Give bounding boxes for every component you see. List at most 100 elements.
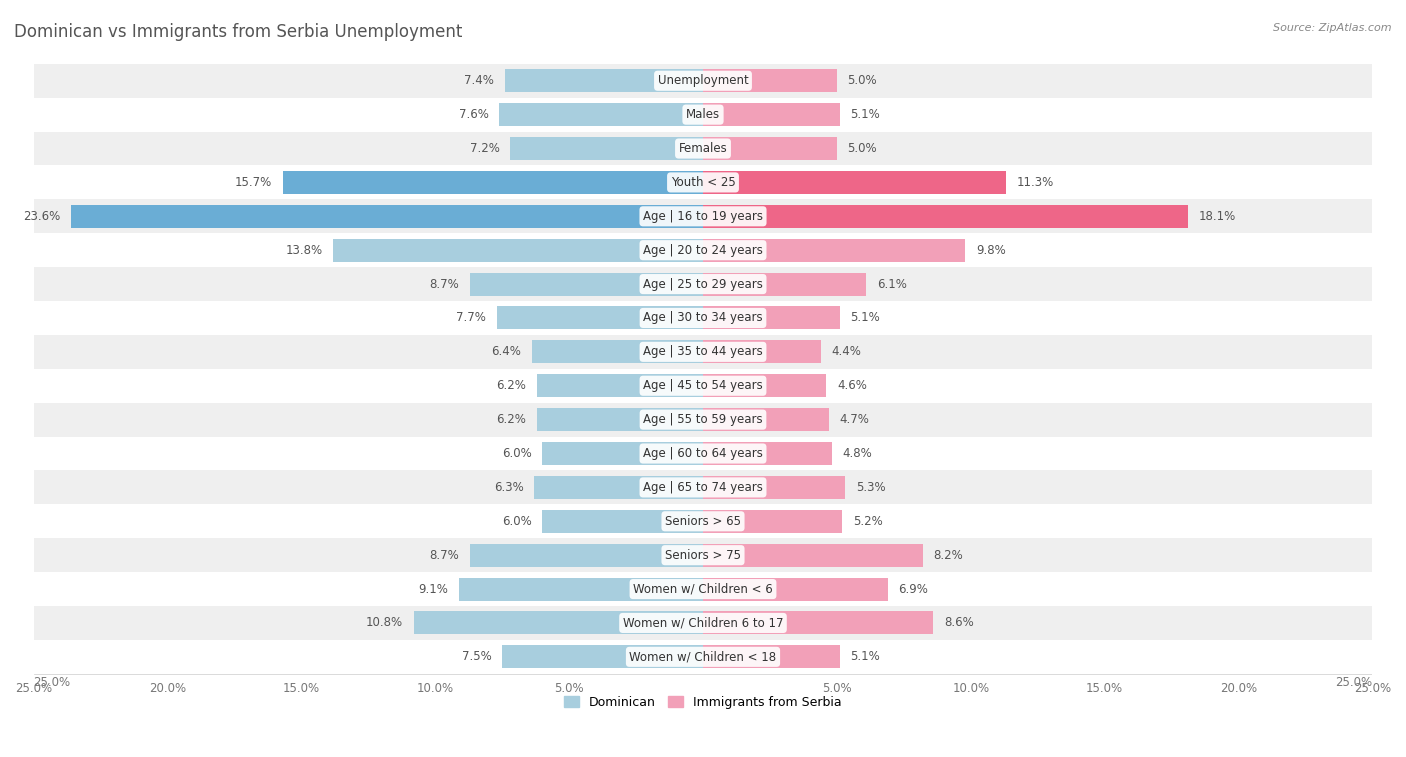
Text: 6.3%: 6.3% [494, 481, 523, 494]
Text: 5.2%: 5.2% [853, 515, 883, 528]
Text: 25.0%: 25.0% [34, 677, 70, 690]
Bar [496, 307, 703, 329]
Bar [703, 544, 922, 567]
Text: Women w/ Children < 6: Women w/ Children < 6 [633, 583, 773, 596]
Text: 6.2%: 6.2% [496, 379, 526, 392]
Text: Seniors > 65: Seniors > 65 [665, 515, 741, 528]
Text: 25.0%: 25.0% [1336, 677, 1372, 690]
Text: 9.8%: 9.8% [976, 244, 1005, 257]
Text: Age | 60 to 64 years: Age | 60 to 64 years [643, 447, 763, 460]
Bar [537, 408, 703, 431]
Bar [703, 408, 830, 431]
Bar [510, 137, 703, 160]
Bar [703, 307, 839, 329]
Bar [34, 504, 1372, 538]
Bar [34, 64, 1372, 98]
Text: Age | 30 to 34 years: Age | 30 to 34 years [643, 311, 763, 325]
Text: 6.0%: 6.0% [502, 447, 531, 460]
Text: 18.1%: 18.1% [1198, 210, 1236, 223]
Text: 6.1%: 6.1% [877, 278, 907, 291]
Text: 4.6%: 4.6% [837, 379, 866, 392]
Text: Seniors > 75: Seniors > 75 [665, 549, 741, 562]
Bar [34, 335, 1372, 369]
Bar [543, 442, 703, 465]
Text: 7.5%: 7.5% [461, 650, 492, 663]
Bar [34, 437, 1372, 470]
Bar [703, 612, 934, 634]
Text: 4.7%: 4.7% [839, 413, 869, 426]
Text: 6.2%: 6.2% [496, 413, 526, 426]
Bar [703, 238, 966, 262]
Bar [703, 645, 839, 668]
Bar [703, 273, 866, 295]
Text: Males: Males [686, 108, 720, 121]
Bar [531, 341, 703, 363]
Bar [505, 69, 703, 92]
Text: Age | 65 to 74 years: Age | 65 to 74 years [643, 481, 763, 494]
Text: 13.8%: 13.8% [285, 244, 323, 257]
Text: 6.4%: 6.4% [491, 345, 520, 358]
Bar [543, 509, 703, 533]
Bar [34, 267, 1372, 301]
Bar [72, 205, 703, 228]
Bar [703, 171, 1005, 194]
Text: Age | 20 to 24 years: Age | 20 to 24 years [643, 244, 763, 257]
Text: 5.1%: 5.1% [851, 650, 880, 663]
Text: 8.7%: 8.7% [430, 549, 460, 562]
Text: Age | 35 to 44 years: Age | 35 to 44 years [643, 345, 763, 358]
Text: Age | 16 to 19 years: Age | 16 to 19 years [643, 210, 763, 223]
Text: 5.1%: 5.1% [851, 108, 880, 121]
Text: Women w/ Children < 18: Women w/ Children < 18 [630, 650, 776, 663]
Text: 23.6%: 23.6% [22, 210, 60, 223]
Bar [703, 374, 827, 397]
Text: 7.6%: 7.6% [458, 108, 489, 121]
Text: 9.1%: 9.1% [419, 583, 449, 596]
Text: Age | 55 to 59 years: Age | 55 to 59 years [643, 413, 763, 426]
Bar [499, 103, 703, 126]
Bar [34, 132, 1372, 166]
Text: 8.7%: 8.7% [430, 278, 460, 291]
Text: Dominican vs Immigrants from Serbia Unemployment: Dominican vs Immigrants from Serbia Unem… [14, 23, 463, 41]
Bar [703, 341, 821, 363]
Text: Source: ZipAtlas.com: Source: ZipAtlas.com [1274, 23, 1392, 33]
Bar [34, 301, 1372, 335]
Bar [34, 470, 1372, 504]
Text: 11.3%: 11.3% [1017, 176, 1053, 189]
Bar [34, 166, 1372, 199]
Text: Youth < 25: Youth < 25 [671, 176, 735, 189]
Bar [703, 103, 839, 126]
Text: 5.3%: 5.3% [856, 481, 886, 494]
Bar [470, 273, 703, 295]
Text: 5.0%: 5.0% [848, 142, 877, 155]
Bar [34, 199, 1372, 233]
Bar [537, 374, 703, 397]
Bar [703, 578, 887, 600]
Bar [333, 238, 703, 262]
Bar [34, 369, 1372, 403]
Bar [703, 442, 831, 465]
Text: 8.2%: 8.2% [934, 549, 963, 562]
Bar [34, 640, 1372, 674]
Bar [470, 544, 703, 567]
Text: 10.8%: 10.8% [366, 616, 404, 630]
Bar [703, 509, 842, 533]
Bar [34, 98, 1372, 132]
Bar [460, 578, 703, 600]
Bar [283, 171, 703, 194]
Text: Age | 25 to 29 years: Age | 25 to 29 years [643, 278, 763, 291]
Bar [34, 538, 1372, 572]
Text: 7.7%: 7.7% [456, 311, 486, 325]
Bar [703, 69, 837, 92]
Text: 4.4%: 4.4% [831, 345, 862, 358]
Text: 5.0%: 5.0% [848, 74, 877, 87]
Text: 15.7%: 15.7% [235, 176, 271, 189]
Text: 6.9%: 6.9% [898, 583, 928, 596]
Bar [34, 233, 1372, 267]
Text: 4.8%: 4.8% [842, 447, 872, 460]
Text: Women w/ Children 6 to 17: Women w/ Children 6 to 17 [623, 616, 783, 630]
Bar [502, 645, 703, 668]
Text: 6.0%: 6.0% [502, 515, 531, 528]
Text: 8.6%: 8.6% [943, 616, 974, 630]
Text: 5.1%: 5.1% [851, 311, 880, 325]
Legend: Dominican, Immigrants from Serbia: Dominican, Immigrants from Serbia [560, 691, 846, 714]
